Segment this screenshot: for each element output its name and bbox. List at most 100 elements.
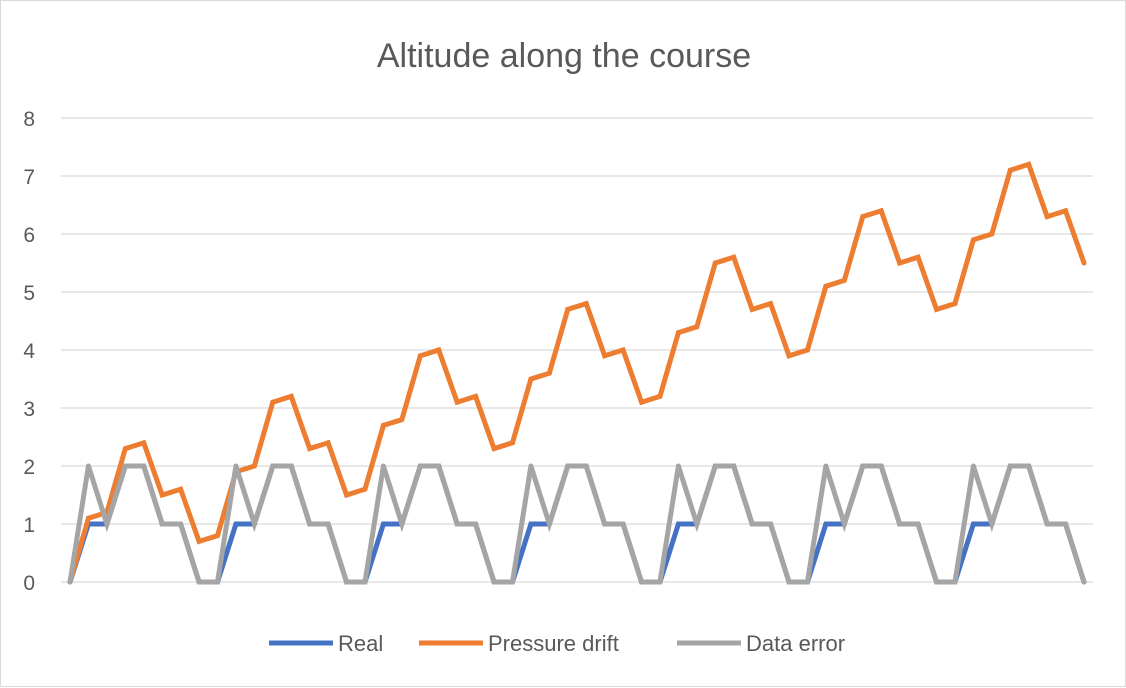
data-point [233,463,239,469]
data-point [528,521,534,527]
data-point [1007,167,1013,173]
data-point [970,521,976,527]
data-point [436,463,442,469]
data-point [565,306,571,312]
data-point [1063,208,1069,214]
data-point [528,376,534,382]
data-point [233,521,239,527]
legend-label: Data error [746,631,845,656]
data-point [860,214,866,220]
data-point [362,579,368,585]
data-point [1044,521,1050,527]
data-point [288,393,294,399]
data-point [178,486,184,492]
data-point [583,463,589,469]
data-point [344,492,350,498]
y-tick-label: 6 [23,224,35,247]
data-point [288,463,294,469]
y-tick-label: 1 [23,514,35,537]
data-point [675,521,681,527]
data-point [602,353,608,359]
data-point [1026,463,1032,469]
legend-item: Data error [677,631,845,656]
data-point [141,463,147,469]
data-point [307,521,313,527]
data-point [270,399,276,405]
data-point [639,399,645,405]
data-point [214,533,220,539]
data-point [251,521,257,527]
data-point [694,324,700,330]
data-point [804,579,810,585]
data-point [417,353,423,359]
data-point [952,579,958,585]
series-data-error [67,463,1087,585]
data-point [952,301,958,307]
data-point [786,353,792,359]
data-point [67,579,73,585]
series-line [67,161,1087,583]
plot-area [67,161,1087,585]
data-point [989,521,995,527]
data-point [178,521,184,527]
y-axis-tick-labels: 0 1 2 3 4 5 6 7 8 [23,108,35,595]
data-point [473,521,479,527]
data-point [897,521,903,527]
data-point [214,579,220,585]
data-point [731,463,737,469]
data-point [823,521,829,527]
data-point [491,446,497,452]
data-point [85,515,91,521]
data-point [307,446,313,452]
data-point [141,440,147,446]
data-point [841,521,847,527]
data-point [878,463,884,469]
data-point [768,301,774,307]
data-point [639,579,645,585]
data-point [657,393,663,399]
data-point [989,231,995,237]
data-point [657,579,663,585]
data-point [399,417,405,423]
data-point [897,260,903,266]
chart-title: Altitude along the course [377,37,751,75]
data-point [196,579,202,585]
data-point [675,330,681,336]
data-point [731,254,737,260]
data-point [934,579,940,585]
y-tick-label: 0 [23,572,35,595]
data-point [694,521,700,527]
y-tick-label: 5 [23,282,35,305]
data-point [1026,161,1032,167]
legend-item: Real [269,631,383,656]
data-point [380,463,386,469]
data-point [85,463,91,469]
gridlines [61,117,1093,583]
data-point [712,260,718,266]
data-point [454,521,460,527]
data-point [1044,214,1050,220]
data-point [528,463,534,469]
data-point [1063,521,1069,527]
data-point [620,521,626,527]
data-point [970,463,976,469]
data-point [620,347,626,353]
data-point [417,463,423,469]
legend-label: Real [338,631,383,656]
data-point [583,301,589,307]
data-point [841,277,847,283]
legend: Real Pressure drift Data error [269,631,845,656]
data-point [344,579,350,585]
data-point [122,446,128,452]
legend-item: Pressure drift [419,631,619,656]
data-point [878,208,884,214]
data-point [122,463,128,469]
data-point [159,521,165,527]
data-point [454,399,460,405]
data-point [823,463,829,469]
legend-label: Pressure drift [488,631,619,656]
series-pressure-drift [67,161,1087,585]
data-point [970,237,976,243]
